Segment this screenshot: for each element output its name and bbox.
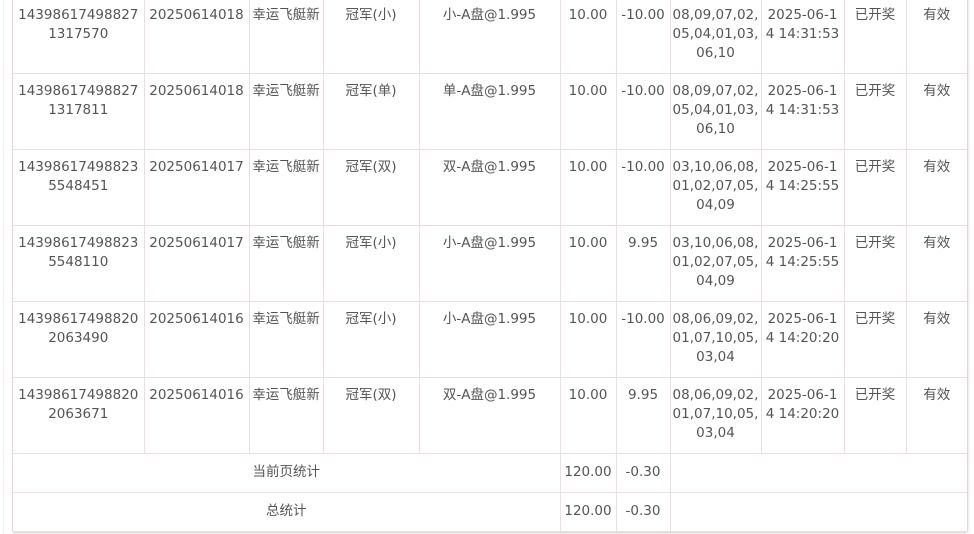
issue-number: 20250614017 (143, 225, 250, 302)
bet-records-table: 143986174988271317570 20250614018 幸运飞艇新 … (12, 0, 968, 533)
bet-amount: 10.00 (559, 225, 617, 302)
summary-row: 当前页统计 120.00 -0.30 (13, 453, 967, 493)
validity: 有效 (905, 225, 967, 302)
order-id: 143986174988271317570 (13, 0, 145, 74)
table-row: 143986174988202063671 20250614016 幸运飞艇新 … (13, 377, 967, 454)
validity: 有效 (905, 149, 967, 226)
bet-content: 双-A盘@1.995 (418, 149, 561, 226)
draw-status: 已开奖 (843, 301, 907, 378)
bet-content: 双-A盘@1.995 (418, 377, 561, 454)
summary-empty (669, 492, 967, 532)
bet-content: 单-A盘@1.995 (418, 73, 561, 150)
table-row: 143986174988235548451 20250614017 幸运飞艇新 … (13, 149, 967, 226)
order-id: 143986174988235548110 (13, 225, 145, 302)
draw-result: 08,06,09,02,01,07,10,05,03,04 (669, 301, 762, 378)
order-id: 143986174988271317811 (13, 73, 145, 150)
validity: 有效 (905, 377, 967, 454)
summary-win: -0.30 (615, 492, 671, 532)
bet-amount: 10.00 (559, 149, 617, 226)
summary-label: 当前页统计 (13, 453, 561, 493)
bet-content: 小-A盘@1.995 (418, 225, 561, 302)
win-amount: -10.00 (615, 149, 671, 226)
scroll-edge (3, 0, 4, 534)
win-amount: -10.00 (615, 0, 671, 74)
summary-amount: 120.00 (559, 492, 617, 532)
validity: 有效 (905, 73, 967, 150)
table-row: 143986174988271317570 20250614018 幸运飞艇新 … (13, 0, 967, 74)
win-amount: 9.95 (615, 377, 671, 454)
bet-time: 2025-06-14 14:20:20 (760, 301, 845, 378)
draw-status: 已开奖 (843, 0, 907, 74)
bet-amount: 10.00 (559, 301, 617, 378)
draw-status: 已开奖 (843, 149, 907, 226)
bet-amount: 10.00 (559, 73, 617, 150)
bet-time: 2025-06-14 14:25:55 (760, 149, 845, 226)
bet-content: 小-A盘@1.995 (418, 0, 561, 74)
issue-number: 20250614018 (143, 73, 250, 150)
game-name: 幸运飞艇新 (248, 301, 324, 378)
draw-result: 08,06,09,02,01,07,10,05,03,04 (669, 377, 762, 454)
bet-time: 2025-06-14 14:31:53 (760, 0, 845, 74)
game-name: 幸运飞艇新 (248, 149, 324, 226)
play-type: 冠军(双) (322, 149, 420, 226)
bet-amount: 10.00 (559, 0, 617, 74)
play-type: 冠军(小) (322, 0, 420, 74)
issue-number: 20250614017 (143, 149, 250, 226)
order-id: 143986174988235548451 (13, 149, 145, 226)
bet-amount: 10.00 (559, 377, 617, 454)
draw-status: 已开奖 (843, 225, 907, 302)
game-name: 幸运飞艇新 (248, 377, 324, 454)
summary-row: 总统计 120.00 -0.30 (13, 492, 967, 532)
order-id: 143986174988202063671 (13, 377, 145, 454)
draw-result: 08,09,07,02,05,04,01,03,06,10 (669, 0, 762, 74)
bet-time: 2025-06-14 14:31:53 (760, 73, 845, 150)
draw-result: 03,10,06,08,01,02,07,05,04,09 (669, 225, 762, 302)
summary-label: 总统计 (13, 492, 561, 532)
order-id: 143986174988202063490 (13, 301, 145, 378)
play-type: 冠军(小) (322, 225, 420, 302)
play-type: 冠军(小) (322, 301, 420, 378)
bet-time: 2025-06-14 14:20:20 (760, 377, 845, 454)
summary-win: -0.30 (615, 453, 671, 493)
validity: 有效 (905, 0, 967, 74)
draw-status: 已开奖 (843, 377, 907, 454)
play-type: 冠军(双) (322, 377, 420, 454)
play-type: 冠军(单) (322, 73, 420, 150)
draw-status: 已开奖 (843, 73, 907, 150)
issue-number: 20250614016 (143, 377, 250, 454)
game-name: 幸运飞艇新 (248, 73, 324, 150)
table-row: 143986174988202063490 20250614016 幸运飞艇新 … (13, 301, 967, 378)
issue-number: 20250614018 (143, 0, 250, 74)
summary-empty (669, 453, 967, 493)
table-row: 143986174988235548110 20250614017 幸运飞艇新 … (13, 225, 967, 302)
game-name: 幸运飞艇新 (248, 225, 324, 302)
validity: 有效 (905, 301, 967, 378)
win-amount: -10.00 (615, 73, 671, 150)
issue-number: 20250614016 (143, 301, 250, 378)
win-amount: 9.95 (615, 225, 671, 302)
summary-amount: 120.00 (559, 453, 617, 493)
draw-result: 08,09,07,02,05,04,01,03,06,10 (669, 73, 762, 150)
bet-time: 2025-06-14 14:25:55 (760, 225, 845, 302)
bet-content: 小-A盘@1.995 (418, 301, 561, 378)
game-name: 幸运飞艇新 (248, 0, 324, 74)
draw-result: 03,10,06,08,01,02,07,05,04,09 (669, 149, 762, 226)
win-amount: -10.00 (615, 301, 671, 378)
table-row: 143986174988271317811 20250614018 幸运飞艇新 … (13, 73, 967, 150)
